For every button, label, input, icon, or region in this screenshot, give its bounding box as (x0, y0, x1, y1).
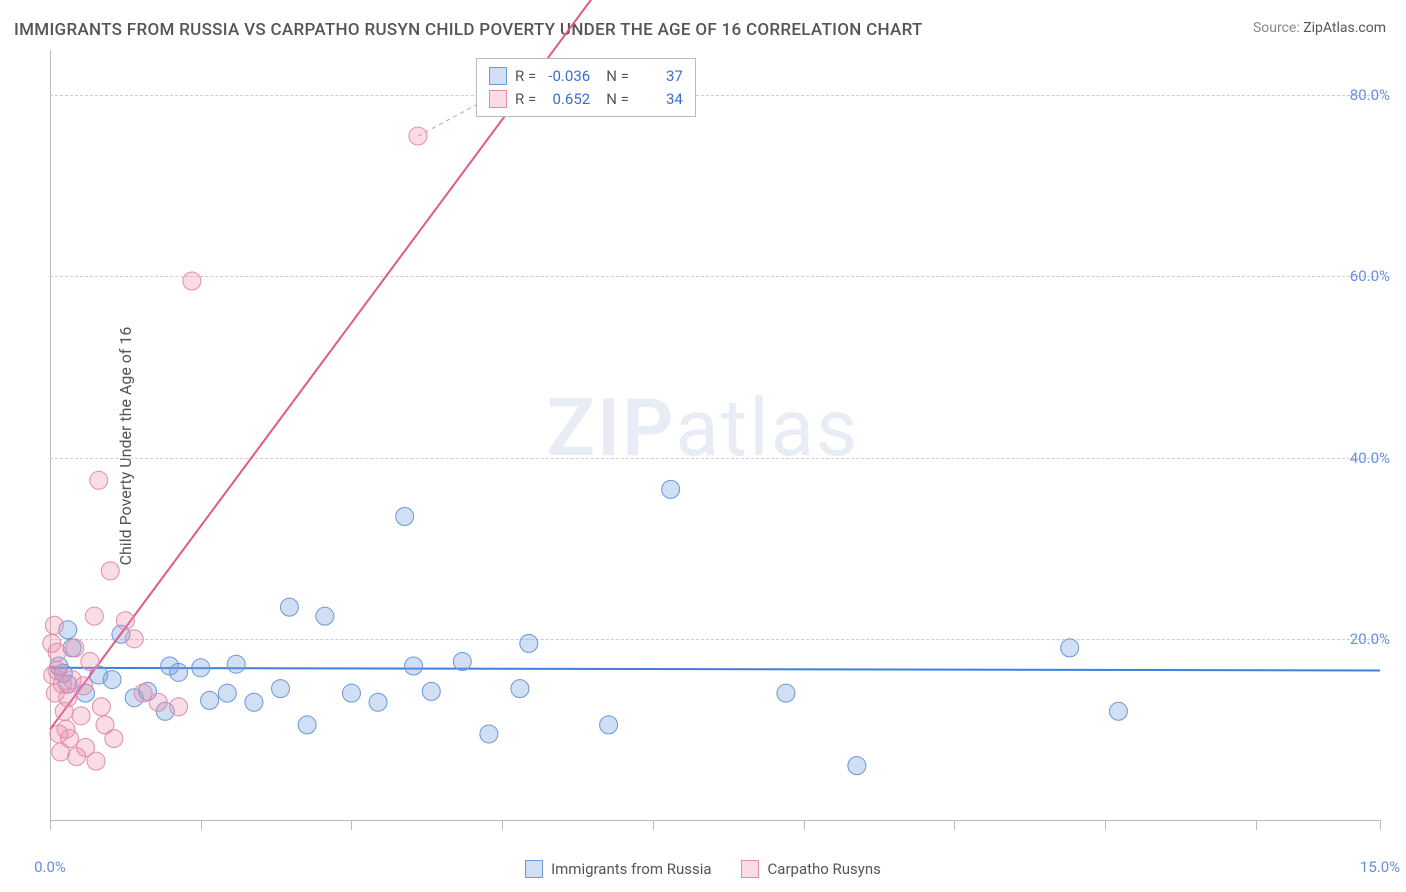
scatter-plot (50, 50, 1380, 820)
x-tick-mark (1105, 820, 1106, 830)
data-point (59, 689, 77, 707)
r-value: 0.652 (544, 88, 590, 111)
legend-label: Carpatho Rusyns (768, 860, 881, 878)
x-tick-mark (954, 820, 955, 830)
data-point (85, 607, 103, 625)
data-point (848, 757, 866, 775)
data-point (405, 657, 423, 675)
data-point (342, 684, 360, 702)
data-point (90, 471, 108, 489)
data-point (103, 671, 121, 689)
data-point (1109, 702, 1127, 720)
chart-title: IMMIGRANTS FROM RUSSIA VS CARPATHO RUSYN… (14, 20, 923, 40)
x-tick-label: 15.0% (1360, 858, 1400, 876)
data-point (101, 562, 119, 580)
stats-row: R = -0.036 N = 37 (489, 65, 683, 88)
data-point (192, 659, 210, 677)
data-point (105, 729, 123, 747)
data-point (316, 607, 334, 625)
series-swatch (489, 67, 507, 85)
data-point (72, 707, 90, 725)
x-tick-mark (502, 820, 503, 830)
x-tick-mark (201, 820, 202, 830)
data-point (87, 752, 105, 770)
x-tick-label: 0.0% (34, 858, 66, 876)
x-tick-mark (1380, 820, 1381, 830)
legend-item: Immigrants from Russia (525, 860, 711, 878)
legend-swatch (742, 860, 760, 878)
n-label: N = (606, 88, 629, 111)
series-swatch (489, 90, 507, 108)
x-tick-mark (1256, 820, 1257, 830)
r-label: R = (515, 88, 536, 111)
source-value: ZipAtlas.com (1303, 20, 1386, 36)
data-point (245, 693, 263, 711)
data-point (453, 652, 471, 670)
data-point (520, 634, 538, 652)
x-tick-mark (804, 820, 805, 830)
callout-line (418, 104, 478, 136)
data-point (92, 698, 110, 716)
legend-item: Carpatho Rusyns (742, 860, 881, 878)
data-point (662, 480, 680, 498)
n-value: 34 (637, 88, 683, 111)
source-credit: Source: ZipAtlas.com (1253, 20, 1386, 36)
legend-swatch (525, 860, 543, 878)
data-point (280, 598, 298, 616)
data-point (369, 693, 387, 711)
data-point (480, 725, 498, 743)
data-point (600, 716, 618, 734)
data-point (75, 677, 93, 695)
data-point (149, 693, 167, 711)
legend: Immigrants from Russia Carpatho Rusyns (525, 860, 881, 878)
data-point (396, 508, 414, 526)
x-tick-mark (351, 820, 352, 830)
x-axis-line (50, 820, 1380, 821)
n-label: N = (606, 65, 629, 88)
data-point (183, 272, 201, 290)
legend-label: Immigrants from Russia (551, 860, 711, 878)
data-point (81, 652, 99, 670)
trend-line (50, 0, 1380, 729)
x-tick-mark (50, 820, 51, 830)
data-point (272, 680, 290, 698)
data-point (45, 616, 63, 634)
data-point (66, 639, 84, 657)
data-point (511, 680, 529, 698)
data-point (201, 691, 219, 709)
stats-row: R = 0.652 N = 34 (489, 88, 683, 111)
stats-box: R = -0.036 N = 37 R = 0.652 N = 34 (476, 58, 696, 117)
data-point (48, 643, 66, 661)
trend-line (50, 668, 1380, 671)
data-point (170, 663, 188, 681)
data-point (61, 729, 79, 747)
data-point (170, 698, 188, 716)
data-point (422, 682, 440, 700)
r-label: R = (515, 65, 536, 88)
n-value: 37 (637, 65, 683, 88)
data-point (1061, 639, 1079, 657)
x-tick-mark (653, 820, 654, 830)
data-point (298, 716, 316, 734)
r-value: -0.036 (544, 65, 590, 88)
data-point (227, 655, 245, 673)
source-label: Source: (1253, 20, 1300, 36)
data-point (777, 684, 795, 702)
data-point (218, 684, 236, 702)
data-point (116, 612, 134, 630)
data-point (125, 630, 143, 648)
